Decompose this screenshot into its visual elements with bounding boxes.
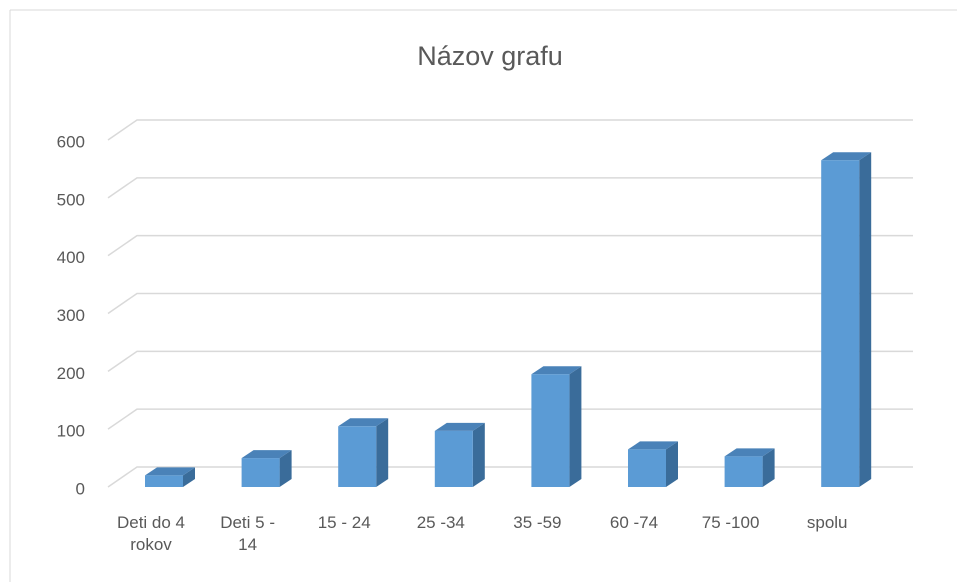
bar-side — [666, 441, 678, 487]
bar — [821, 160, 860, 487]
bar-side — [569, 366, 582, 487]
y-tick-label: 100 — [57, 422, 85, 441]
grid-line — [107, 350, 913, 372]
grid-line — [107, 466, 913, 488]
bar — [531, 374, 570, 487]
grid-line — [107, 119, 913, 141]
grid-line — [107, 408, 913, 430]
bar-side — [472, 422, 485, 487]
bar — [145, 475, 183, 487]
bar-top — [434, 422, 485, 431]
bar — [724, 456, 763, 487]
y-tick-label: 600 — [57, 132, 85, 151]
bar — [434, 430, 473, 487]
y-tick-label: 300 — [57, 306, 85, 325]
bar-top — [241, 450, 292, 459]
bar — [628, 449, 666, 487]
grid-line — [107, 292, 913, 315]
x-tick-label: 35 -59 — [513, 513, 562, 532]
x-tick-label: 60 -74 — [609, 513, 659, 532]
bar-top — [628, 441, 678, 450]
bar-side — [376, 418, 389, 487]
y-tick-label: 500 — [57, 190, 85, 209]
y-tick-label: 0 — [76, 479, 85, 498]
bar — [241, 458, 280, 487]
y-tick-label: 200 — [57, 364, 85, 383]
grid-line — [107, 177, 913, 199]
x-tick-label: spolu — [806, 513, 848, 532]
bar-side — [762, 448, 775, 487]
bar-top — [821, 152, 872, 161]
x-tick-label: 75 -100 — [701, 513, 760, 532]
y-tick-label: 400 — [57, 248, 85, 267]
bar-side — [183, 467, 195, 487]
x-tick-label: Deti do 4 rokov — [116, 513, 186, 554]
chart-title: Názov grafu — [417, 41, 563, 71]
bar-side — [279, 450, 292, 487]
x-tick-label: 25 -34 — [416, 513, 465, 532]
bar-top — [724, 448, 775, 457]
x-tick-label: Deti 5 - 14 — [220, 513, 275, 554]
grid-line — [107, 234, 913, 257]
bar-top — [338, 418, 389, 427]
bar-side — [859, 152, 872, 487]
bar-top — [145, 467, 195, 476]
x-tick-label: 15 - 24 — [317, 513, 371, 532]
bar — [338, 426, 377, 487]
bar-top — [531, 366, 582, 375]
